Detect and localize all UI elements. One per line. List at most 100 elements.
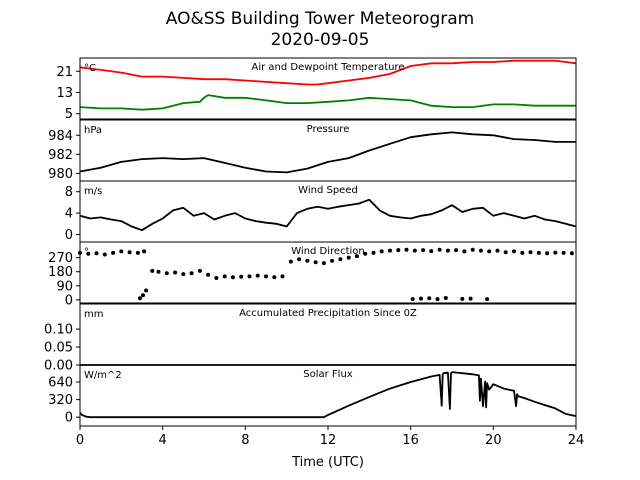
data-point xyxy=(305,258,310,263)
panel-unit-label: m/s xyxy=(84,186,102,197)
data-point xyxy=(313,260,318,265)
data-point xyxy=(255,273,260,278)
data-point xyxy=(197,268,202,273)
data-point xyxy=(487,249,492,254)
figure-title-line2: 2020-09-05 xyxy=(271,30,370,50)
data-point xyxy=(127,250,132,255)
data-point xyxy=(419,296,423,301)
panel-unit-label: °C xyxy=(84,63,96,74)
data-point xyxy=(468,296,473,301)
y-tick-label: 180 xyxy=(48,265,73,280)
x-tick-label: 0 xyxy=(76,433,84,448)
panel-unit-label: mm xyxy=(84,309,103,320)
data-point xyxy=(460,296,465,301)
data-point xyxy=(346,255,351,260)
data-point xyxy=(330,258,335,263)
data-point xyxy=(137,296,142,301)
y-tick-label: 8 xyxy=(65,185,73,200)
series-line-2 xyxy=(79,94,576,111)
panel-title: Wind Speed xyxy=(298,185,358,196)
data-point xyxy=(478,248,483,253)
data-point xyxy=(553,250,558,255)
data-point xyxy=(429,249,434,254)
y-tick-label: 982 xyxy=(48,148,73,163)
data-point xyxy=(454,248,459,253)
data-point xyxy=(239,274,244,279)
data-point xyxy=(297,257,302,262)
data-point xyxy=(379,249,384,254)
data-point xyxy=(119,249,124,254)
data-point xyxy=(141,293,145,298)
data-point xyxy=(164,271,169,276)
data-point xyxy=(412,248,417,253)
panel-unit-label: hPa xyxy=(84,125,102,136)
panel-title: Air and Dewpoint Temperature xyxy=(252,62,405,73)
y-tick-label: 320 xyxy=(48,393,73,408)
data-point xyxy=(156,269,161,274)
data-point xyxy=(181,272,186,277)
data-point xyxy=(111,250,116,255)
data-point xyxy=(354,254,359,259)
x-tick-label: 8 xyxy=(241,433,249,448)
data-point xyxy=(495,248,500,253)
time-axis: 0 4 8 12 16 20 24 xyxy=(76,426,584,448)
data-point xyxy=(86,251,91,256)
data-point xyxy=(338,257,343,262)
y-tick-label: 13 xyxy=(56,86,73,101)
data-point xyxy=(189,271,194,276)
data-point xyxy=(173,270,178,275)
data-point xyxy=(528,250,533,255)
data-point xyxy=(445,248,450,253)
x-tick-label: 12 xyxy=(320,433,337,448)
panel-6: 0 320 640 W/m^2 Solar Flux xyxy=(48,364,577,427)
data-point xyxy=(371,250,376,255)
data-point xyxy=(214,276,219,280)
panel-frame xyxy=(79,241,577,304)
data-point xyxy=(569,251,574,256)
data-point xyxy=(512,249,516,254)
data-point xyxy=(421,248,426,253)
x-tick-label: 20 xyxy=(485,433,502,448)
data-point xyxy=(404,247,409,252)
panel-frame xyxy=(79,57,577,120)
y-tick-label: 0.00 xyxy=(44,359,73,374)
data-point xyxy=(247,274,252,279)
data-point xyxy=(321,261,326,266)
data-point xyxy=(462,249,467,254)
data-point xyxy=(280,274,285,279)
y-tick-label: 21 xyxy=(56,65,73,80)
data-point xyxy=(94,251,99,256)
y-tick-label: 4 xyxy=(65,207,73,222)
data-point xyxy=(561,250,566,255)
panel-title: Wind Direction xyxy=(291,246,365,257)
data-point xyxy=(427,296,432,301)
x-axis-label: Time (UTC) xyxy=(291,455,364,470)
x-tick-label: 4 xyxy=(159,433,167,448)
panel-title: Accumulated Precipitation Since 0Z xyxy=(239,308,417,319)
data-point xyxy=(503,250,508,255)
x-tick-label: 24 xyxy=(568,433,585,448)
data-point xyxy=(545,251,550,256)
series-line-1 xyxy=(79,131,576,174)
data-point xyxy=(388,248,392,253)
data-point xyxy=(396,248,401,253)
series-line-1 xyxy=(79,198,577,232)
figure-title-line1: AO&SS Building Tower Meteorogram xyxy=(166,9,474,29)
data-point xyxy=(536,250,541,255)
y-tick-label: 0.05 xyxy=(44,341,73,356)
x-tick-label: 16 xyxy=(402,433,419,448)
data-point xyxy=(443,296,448,300)
panel-title: Solar Flux xyxy=(303,369,353,380)
data-point xyxy=(222,274,227,279)
data-point xyxy=(520,250,525,255)
y-tick-label: 980 xyxy=(48,167,73,182)
y-tick-label: 984 xyxy=(48,129,73,144)
data-point xyxy=(142,249,147,254)
panel-3: 0 4 8 m/s Wind Speed xyxy=(65,180,577,243)
y-tick-label: 0.10 xyxy=(44,323,73,338)
panel-title: Pressure xyxy=(307,124,350,135)
y-tick-label: 0 xyxy=(65,411,73,426)
data-point xyxy=(363,251,368,256)
